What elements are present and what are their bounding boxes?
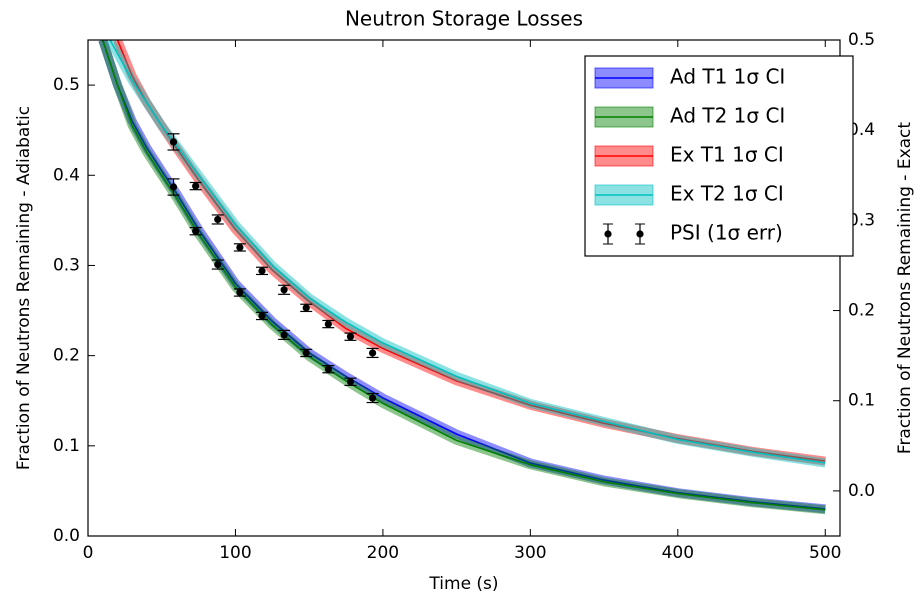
error-point	[255, 266, 268, 276]
error-point	[278, 329, 291, 341]
error-point	[344, 377, 357, 386]
series-line	[101, 40, 826, 511]
data-point	[324, 365, 332, 373]
data-point	[280, 331, 288, 339]
plot-frame	[87, 39, 841, 537]
data-point	[169, 138, 178, 146]
series-line	[101, 40, 826, 510]
error-point	[322, 319, 335, 329]
error-point	[322, 364, 335, 374]
y2-tick-label: 0.4	[848, 120, 875, 140]
error-point	[167, 133, 180, 151]
error-point	[366, 347, 379, 359]
data-point	[302, 304, 310, 312]
error-point	[233, 288, 246, 297]
y-tick-label: 0.1	[53, 436, 80, 456]
error-point	[189, 181, 202, 191]
y-tick-label: 0.5	[53, 75, 80, 95]
data-point	[214, 215, 222, 224]
data-point	[346, 333, 355, 341]
plot-area	[98, 40, 826, 515]
y2-tick-label: 0.3	[848, 210, 875, 230]
error-point	[167, 178, 180, 196]
legend-label: Ex T2 1σ CI	[670, 182, 784, 206]
data-point	[236, 288, 244, 297]
data-point	[324, 320, 332, 328]
data-point	[169, 183, 178, 191]
y2-axis-label: Fraction of Neutrons Remaining - Exact	[895, 122, 915, 454]
error-point	[366, 392, 379, 404]
legend-label: Ex T1 1σ CI	[670, 143, 784, 167]
error-point	[300, 348, 313, 358]
x-tick-label: 0	[83, 543, 94, 563]
x-tick-label: 300	[514, 543, 546, 563]
data-point	[214, 260, 222, 269]
data-point	[346, 378, 355, 386]
legend-label: Ad T1 1σ CI	[670, 65, 785, 89]
y2-tick-label: 0.1	[848, 391, 875, 411]
data-point	[280, 286, 288, 294]
data-point	[258, 312, 266, 320]
y-tick-label: 0.2	[53, 346, 80, 366]
legend-label: PSI (1σ err)	[670, 221, 783, 245]
data-point	[192, 182, 200, 190]
y-tick-label: 0.3	[53, 255, 80, 275]
x-tick-label: 200	[367, 543, 399, 563]
data-point	[258, 267, 266, 275]
x-tick-label: 100	[219, 543, 251, 563]
error-point	[233, 243, 246, 252]
y-axis-label: Fraction of Neutrons Remaining - Adiabat…	[14, 106, 34, 470]
error-point	[278, 284, 291, 295]
chart-title: Neutron Storage Losses	[345, 7, 583, 31]
data-point	[302, 349, 310, 357]
y2-tick-label: 0.2	[848, 301, 875, 321]
error-point	[344, 332, 357, 341]
legend-marker	[636, 230, 644, 238]
legend-label: Ad T2 1σ CI	[670, 104, 785, 128]
y-tick-label: 0.4	[53, 165, 80, 185]
error-point	[300, 303, 313, 313]
data-point	[368, 349, 377, 357]
error-point	[255, 311, 268, 321]
series-line	[109, 40, 826, 464]
x-axis-label: Time (s)	[428, 574, 498, 594]
legend-marker	[604, 230, 612, 238]
error-point	[189, 226, 202, 236]
y-tick-label: 0.0	[53, 526, 80, 546]
x-tick-label: 500	[809, 543, 841, 563]
y2-tick-label: 0.0	[848, 481, 875, 501]
data-point	[236, 243, 244, 252]
y2-tick-label: 0.5	[848, 30, 875, 50]
x-tick-label: 400	[662, 543, 694, 563]
data-point	[368, 394, 377, 402]
data-point	[192, 227, 200, 235]
error-point	[211, 214, 224, 225]
error-point	[211, 259, 224, 270]
